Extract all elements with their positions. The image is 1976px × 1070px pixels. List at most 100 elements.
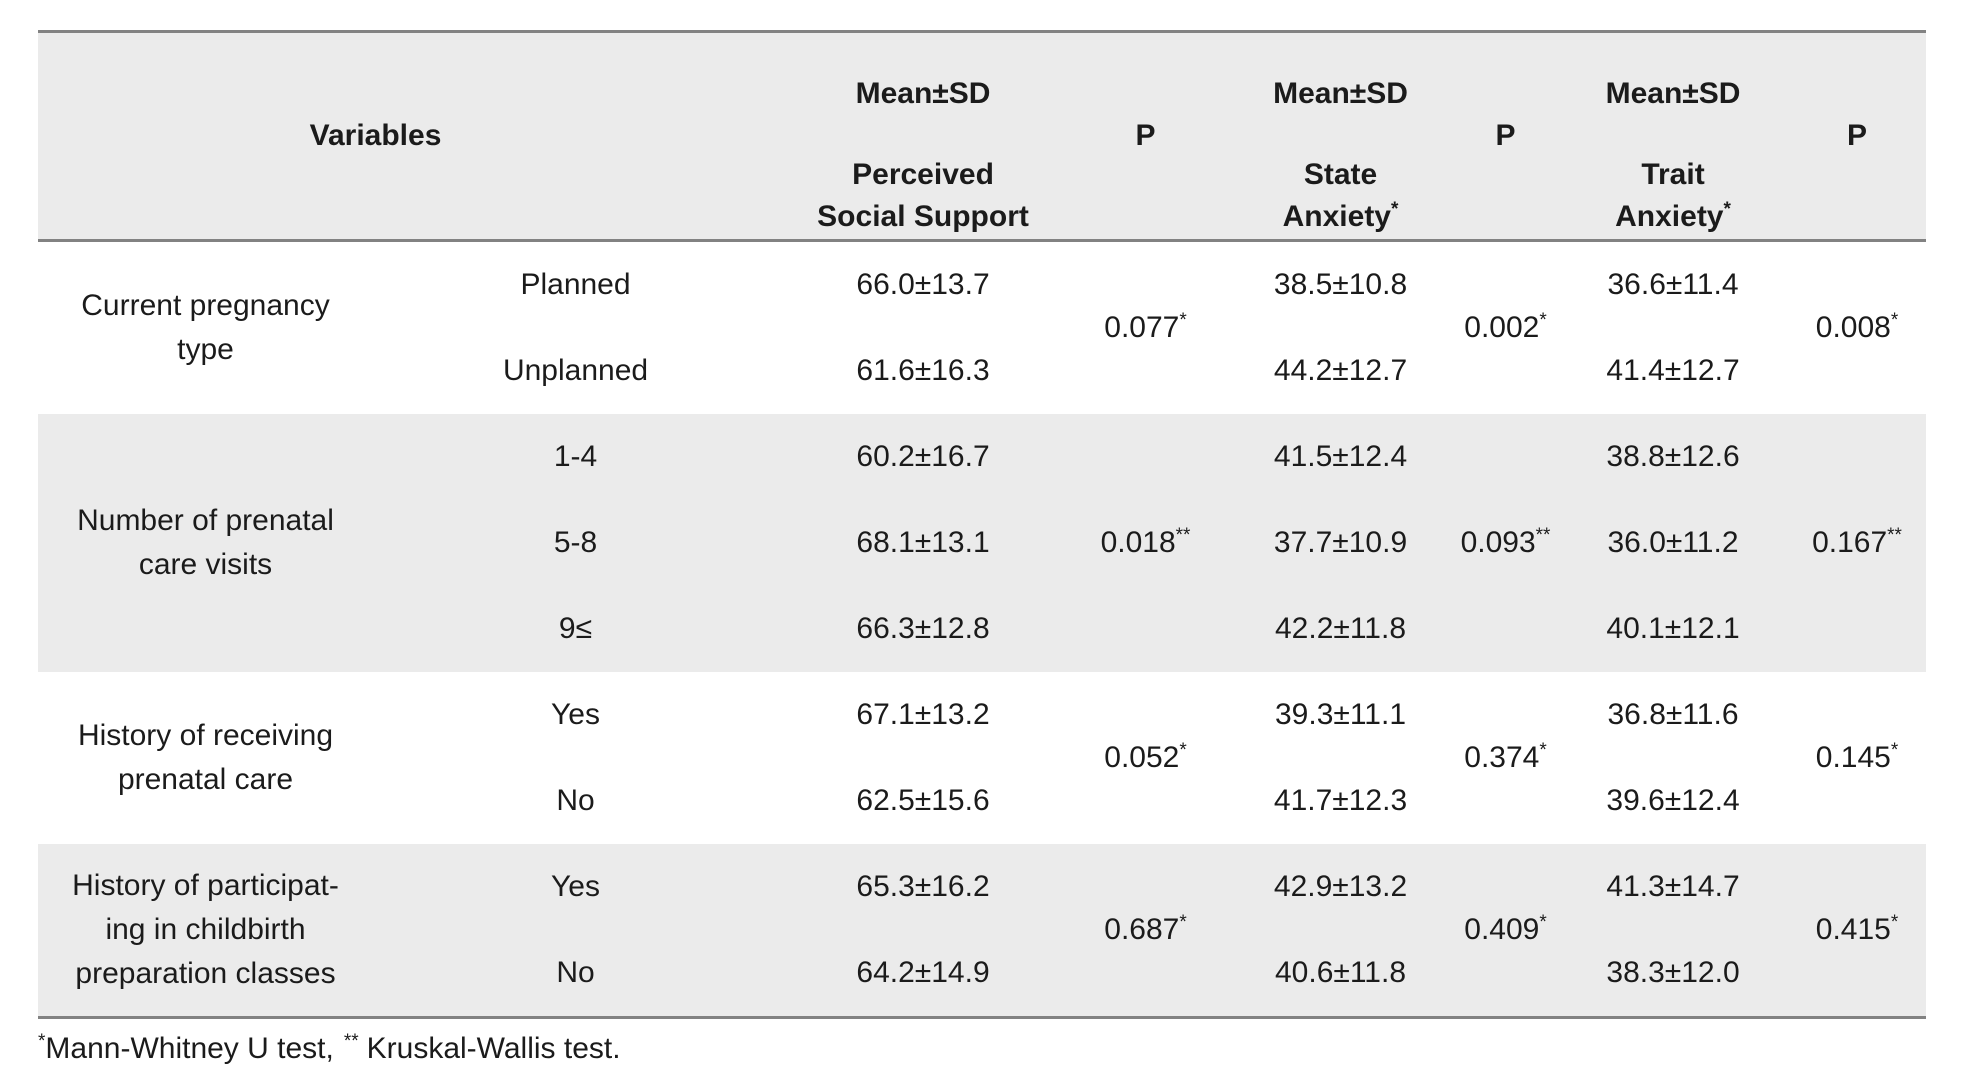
table-row: Current pregnancy type Planned 66.0±13.7 … (38, 241, 1926, 366)
mean-sd-label: Mean±SD (1273, 77, 1408, 110)
table-row: History of participat-ing in childbirth p… (38, 844, 1926, 990)
table-row: No 62.5±15.6 41.7±12.3 39.6±12.4 (38, 758, 1926, 844)
subheader-line: Perceived (852, 158, 994, 191)
p-value: 0.145* (1815, 740, 1899, 774)
variable-name: History of receiving prenatal care (77, 719, 334, 796)
subheader-line: Trait (1641, 158, 1705, 191)
mean-sd-value: 36.0±11.2 (1607, 526, 1739, 559)
mean-sd-value: 65.3±16.2 (856, 870, 990, 903)
subheader-perceived-social-support: Perceived Social Support (817, 154, 1029, 238)
category-label: Planned (520, 268, 631, 301)
p-value: 0.409* (1464, 912, 1547, 946)
category-label: No (556, 956, 595, 989)
subheader-state-anxiety: State Anxiety* (1283, 154, 1399, 238)
footnote-marker: * (1391, 199, 1399, 220)
variable-name: Current pregnancy type (81, 289, 330, 366)
p-value: 0.052* (1104, 740, 1187, 774)
category-label: No (556, 784, 595, 817)
table-row: Unplanned 61.6±16.3 44.2±12.7 41.4±12.7 (38, 328, 1926, 414)
group-history-of-receiving-prenatal-care: History of receiving prenatal care Yes 67… (38, 672, 1926, 844)
category-label: Yes (551, 698, 600, 731)
table-row: 9≤ 66.3±12.8 42.2±11.8 40.1±12.1 (38, 586, 1926, 672)
footnote-marker: * (1723, 199, 1731, 220)
mean-sd-stack: Mean±SD Trait Anxiety* (1558, 48, 1788, 234)
subheader-trait-anxiety: Trait Anxiety* (1615, 154, 1731, 238)
mean-sd-value: 61.6±16.3 (856, 354, 990, 387)
mean-sd-value: 40.1±12.1 (1606, 612, 1740, 645)
subheader-line: Social Support (817, 200, 1029, 233)
group-number-of-prenatal-care-visits: Number of prenatal care visits 1-4 60.2±1… (38, 414, 1927, 672)
mean-sd-value: 42.2±11.8 (1275, 612, 1407, 645)
test-marker: * (1890, 740, 1899, 761)
mean-sd-value: 36.6±11.4 (1607, 268, 1739, 301)
subheader-line: Anxiety* (1282, 199, 1399, 233)
variable-name: Number of prenatal care visits (77, 504, 334, 581)
column-header-trait-anxiety: Mean±SD Trait Anxiety* (1558, 31, 1789, 242)
statistics-table: Variables Mean±SD Perceived Social Suppo… (38, 30, 1927, 1019)
column-header-perceived-social-support: Mean±SD Perceived Social Support (783, 31, 1064, 242)
p-value: 0.093** (1460, 525, 1551, 559)
mean-sd-value: 42.9±13.2 (1273, 870, 1408, 903)
test-marker: ** (1535, 525, 1551, 546)
mean-sd-label: Mean±SD (1605, 77, 1741, 110)
mean-sd-value: 37.7±10.9 (1273, 526, 1408, 559)
test-marker: * (1539, 310, 1547, 331)
mean-sd-label: Mean±SD (855, 77, 991, 110)
category-label: 9≤ (558, 612, 593, 645)
p-value: 0.374* (1464, 740, 1547, 774)
mean-sd-stack: Mean±SD Perceived Social Support (783, 48, 1063, 234)
p-value: 0.008* (1815, 310, 1899, 344)
table-footnote: *Mann-Whitney U test, ** Kruskal-Wallis te… (38, 1029, 1976, 1069)
mean-sd-value: 62.5±15.6 (856, 784, 990, 817)
column-header-p-pss: P (1063, 31, 1229, 242)
mean-sd-value: 68.1±13.1 (856, 526, 990, 559)
column-header-p-state: P (1453, 31, 1559, 242)
test-marker: * (1539, 912, 1547, 933)
footnote-marker-double: ** (343, 1031, 359, 1052)
subheader-line: State (1303, 158, 1378, 191)
test-marker: * (1179, 310, 1187, 331)
mean-sd-value: 36.8±11.6 (1607, 698, 1739, 731)
mean-sd-value: 38.3±12.0 (1606, 956, 1740, 989)
mean-sd-value: 67.1±13.2 (856, 698, 990, 731)
p-value: 0.687* (1104, 912, 1187, 946)
category-label: Unplanned (502, 354, 649, 387)
table-header: Variables Mean±SD Perceived Social Suppo… (38, 31, 1927, 242)
test-marker: * (1539, 740, 1547, 761)
footnote-marker-single: * (38, 1031, 46, 1052)
variable-name: History of participat-ing in childbirth p… (72, 869, 339, 990)
mean-sd-value: 60.2±16.7 (856, 440, 990, 473)
mean-sd-value: 39.3±11.1 (1275, 698, 1407, 731)
test-marker: ** (1175, 525, 1191, 546)
column-header-variables: Variables (38, 31, 784, 242)
p-value: 0.077* (1104, 310, 1187, 344)
test-marker: ** (1887, 525, 1902, 546)
mean-sd-value: 44.2±12.7 (1273, 354, 1408, 387)
category-label: 1-4 (553, 440, 598, 473)
header-row: Variables Mean±SD Perceived Social Suppo… (38, 31, 1927, 242)
group-history-of-participating-in-childbirth-preparation-classes: History of participat-ing in childbirth p… (38, 844, 1927, 1018)
mean-sd-value: 39.6±12.4 (1606, 784, 1740, 817)
category-label: 5-8 (553, 526, 598, 559)
mean-sd-value: 66.0±13.7 (856, 268, 990, 301)
footnote-text: Mann-Whitney U test, (45, 1032, 334, 1065)
footnote-text: Kruskal-Wallis test. (366, 1032, 621, 1065)
test-marker: * (1890, 912, 1899, 933)
mean-sd-value: 38.5±10.8 (1273, 268, 1408, 301)
mean-sd-value: 41.3±14.7 (1606, 870, 1740, 903)
table-row: 5-8 68.1±13.1 37.7±10.9 36.0±11.2 (38, 500, 1926, 586)
column-header-state-anxiety: Mean±SD State Anxiety* (1228, 31, 1454, 242)
test-marker: * (1890, 310, 1899, 331)
test-marker: * (1179, 912, 1187, 933)
mean-sd-value: 41.7±12.3 (1273, 784, 1408, 817)
mean-sd-value: 64.2±14.9 (856, 956, 990, 989)
mean-sd-value: 66.3±12.8 (856, 612, 990, 645)
p-value: 0.018** (1100, 525, 1191, 559)
table-row: No 64.2±14.9 40.6±11.8 38.3±12.0 (38, 930, 1926, 1018)
p-value: 0.415* (1815, 912, 1899, 946)
group-current-pregnancy-type: Current pregnancy type Planned 66.0±13.7 … (38, 241, 1926, 415)
mean-sd-stack: Mean±SD State Anxiety* (1228, 48, 1453, 234)
table-row: Number of prenatal care visits 1-4 60.2±1… (38, 414, 1926, 581)
category-label: Yes (551, 870, 600, 903)
mean-sd-value: 41.5±12.4 (1273, 440, 1408, 473)
